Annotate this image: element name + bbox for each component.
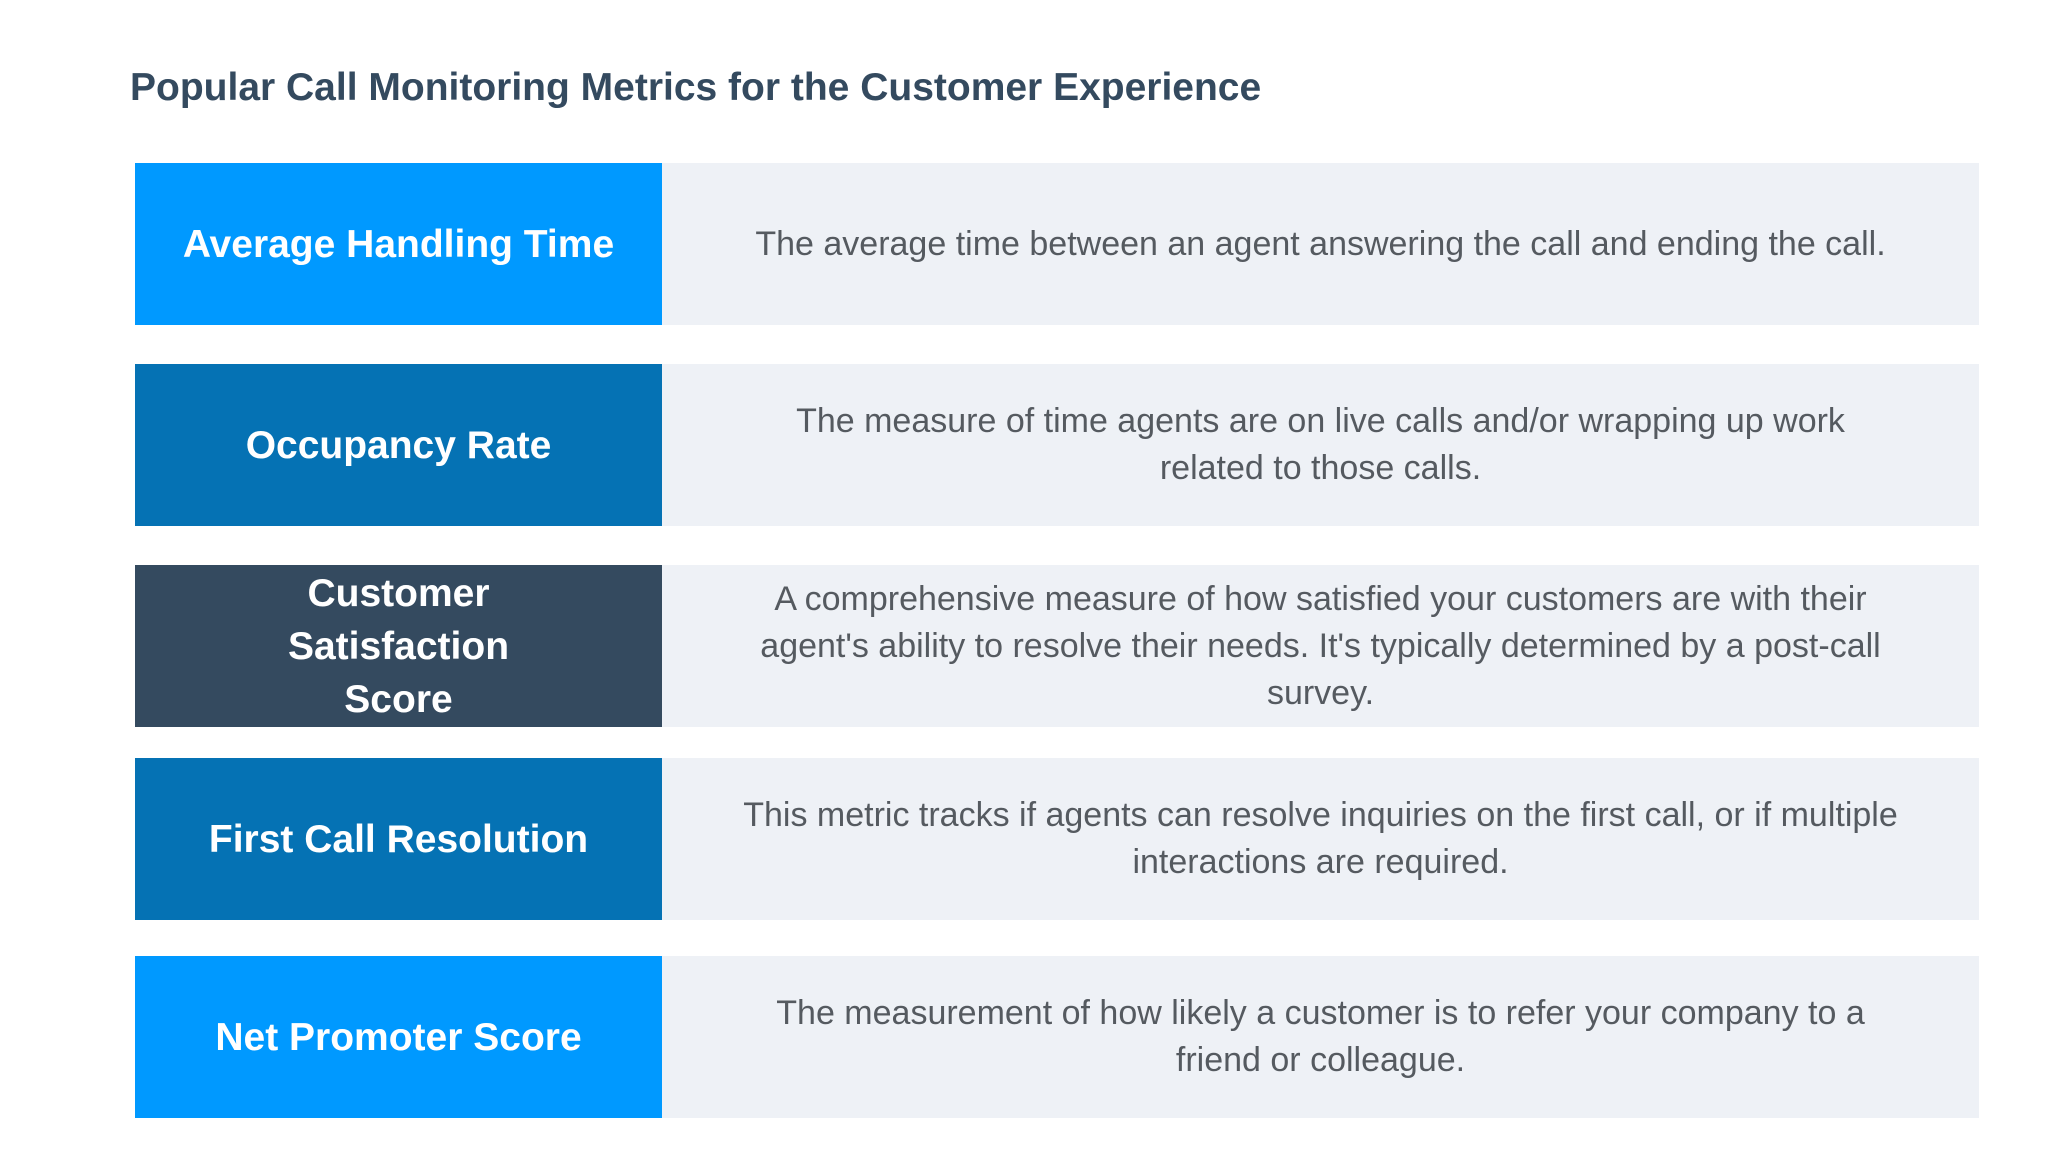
metric-name: Net Promoter Score [135, 956, 662, 1118]
metric-row-first-call-resolution: First Call Resolution This metric tracks… [135, 758, 1979, 920]
metric-row-customer-satisfaction-score: Customer Satisfaction Score A comprehens… [135, 565, 1979, 727]
metric-name: Customer Satisfaction Score [135, 565, 662, 727]
page-title: Popular Call Monitoring Metrics for the … [130, 66, 1262, 109]
metric-name: Average Handling Time [135, 163, 662, 325]
metric-description: The measurement of how likely a customer… [662, 956, 1979, 1118]
metric-description: This metric tracks if agents can resolve… [662, 758, 1979, 920]
metric-row-average-handling-time: Average Handling Time The average time b… [135, 163, 1979, 325]
metric-row-occupancy-rate: Occupancy Rate The measure of time agent… [135, 364, 1979, 526]
metric-name: First Call Resolution [135, 758, 662, 920]
metric-description: The measure of time agents are on live c… [662, 364, 1979, 526]
metric-row-net-promoter-score: Net Promoter Score The measurement of ho… [135, 956, 1979, 1118]
metric-description: A comprehensive measure of how satisfied… [662, 565, 1979, 727]
metric-description: The average time between an agent answer… [662, 163, 1979, 325]
metric-name: Occupancy Rate [135, 364, 662, 526]
